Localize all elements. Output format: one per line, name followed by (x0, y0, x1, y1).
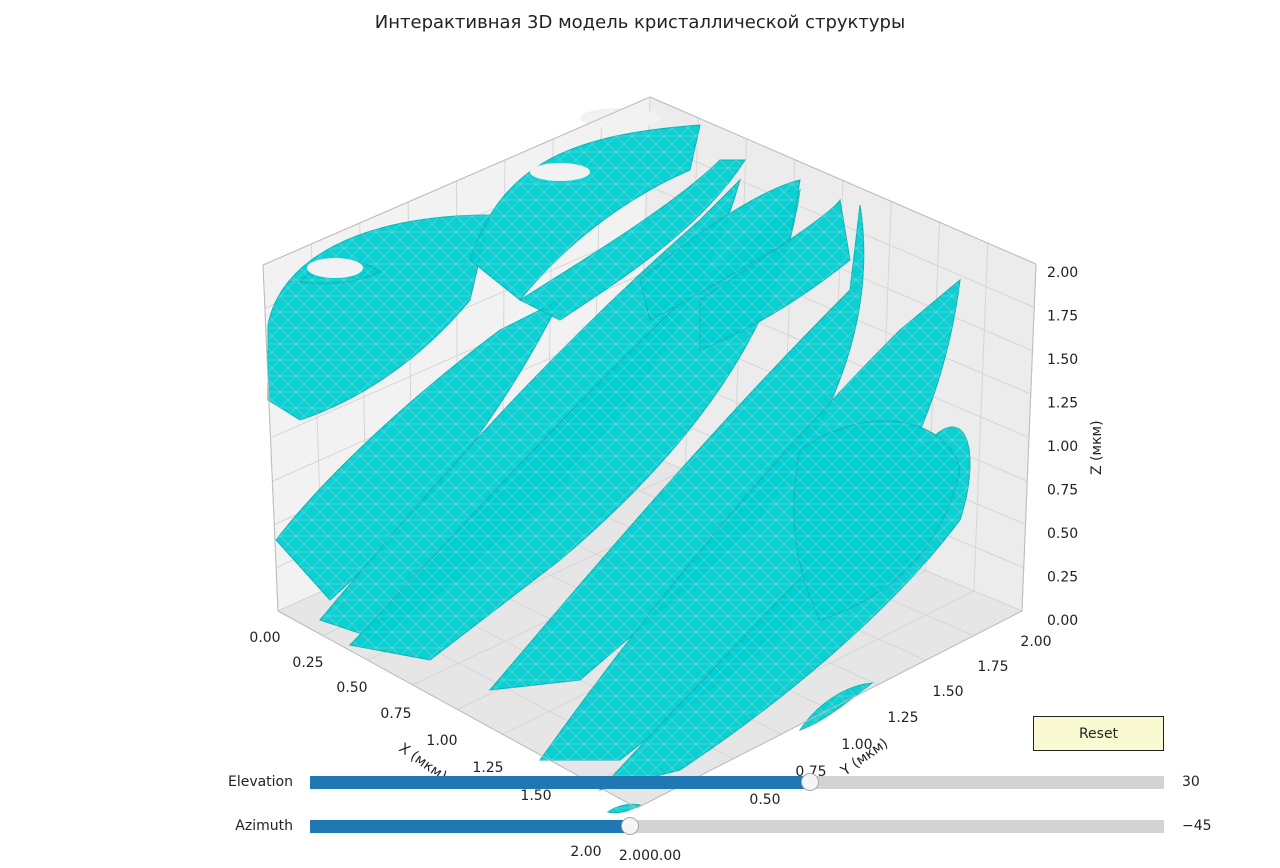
axis-edge (262, 96, 651, 266)
surface-mesh (540, 280, 960, 760)
axis-edge (277, 610, 638, 809)
x-tick-label: 1.50 (520, 788, 551, 804)
axis-edge (649, 96, 1037, 265)
axes-edges (262, 96, 1037, 809)
x-tick-label: 0.50 (336, 680, 367, 696)
surface-mesh (470, 125, 700, 300)
y-tick-label: 2.00 (1020, 634, 1051, 650)
x-tick-label: 1.00 (426, 733, 457, 749)
y-tick-label: 0.50 (749, 792, 780, 808)
azimuth-slider-handle[interactable] (621, 817, 640, 835)
y-tick-label: 1.75 (977, 659, 1008, 675)
z-tick-label: 1.00 (1047, 439, 1078, 455)
surface-mesh (276, 300, 560, 600)
elevation-slider[interactable] (310, 773, 1164, 791)
x-tick-label: 0.75 (380, 706, 411, 722)
z-tick-label: 1.25 (1047, 396, 1078, 412)
x-tick-label: 0.25 (292, 655, 323, 671)
z-tick-label: 2.00 (1047, 265, 1078, 281)
gridline (973, 243, 989, 591)
crystal-surface (267, 108, 971, 814)
surface-mesh (608, 804, 640, 813)
surface-mesh (640, 180, 800, 320)
y-tick-label: 1.00 (841, 737, 872, 753)
z-tick-label: 0.50 (1047, 526, 1078, 542)
elevation-label: Elevation (227, 774, 293, 790)
z-tick-label: 0.00 (1047, 613, 1078, 629)
axis-edge (262, 264, 279, 612)
surface-mesh (700, 200, 850, 350)
y-tick-label: 2.000.00 (619, 848, 681, 864)
x-axis-ticks: 0.00 0.25 0.50 0.75 1.00 1.25 1.50 2.00 (249, 630, 601, 860)
reset-button[interactable]: Reset (1033, 716, 1164, 751)
elevation-value: 30 (1182, 774, 1200, 790)
surface-mesh (320, 180, 740, 640)
x-tick-label: 2.00 (570, 844, 601, 860)
surface-mesh (520, 160, 745, 320)
azimuth-label: Azimuth (235, 818, 293, 834)
z-tick-label: 1.50 (1047, 352, 1078, 368)
elevation-slider-handle[interactable] (800, 773, 819, 791)
x-tick-label: 0.00 (249, 630, 280, 646)
z-tick-label: 0.25 (1047, 570, 1078, 586)
azimuth-slider[interactable] (310, 817, 1164, 835)
elevation-slider-fill (310, 776, 810, 789)
y-tick-label: 1.25 (887, 710, 918, 726)
azimuth-value: −45 (1182, 818, 1212, 834)
azimuth-slider-fill (310, 820, 631, 833)
y-tick-label: 1.50 (932, 684, 963, 700)
surface-mesh (350, 190, 800, 660)
axis-edge (1021, 263, 1037, 612)
surface-hole (307, 258, 363, 278)
z-tick-label: 1.75 (1047, 309, 1078, 325)
axis-edge (636, 610, 1023, 809)
surface-mesh (794, 421, 960, 620)
chart-title: Интерактивная 3D модель кристаллической … (374, 12, 906, 33)
z-axis-ticks: 0.00 0.25 0.50 0.75 1.00 1.25 1.50 1.75 2.00 (1047, 265, 1078, 629)
z-tick-label: 0.75 (1047, 483, 1078, 499)
surface-hole (580, 108, 660, 128)
surface-hole (530, 163, 590, 181)
z-axis-label: Z (мкм) (1089, 420, 1105, 475)
x-tick-label: 1.25 (472, 760, 503, 776)
